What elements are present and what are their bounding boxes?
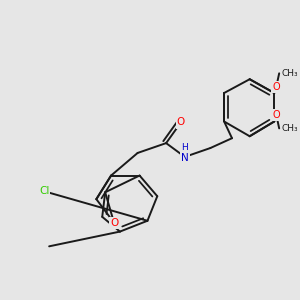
Text: O: O [177, 118, 185, 128]
Text: Cl: Cl [39, 186, 50, 196]
Text: H: H [182, 142, 188, 152]
Text: CH₃: CH₃ [281, 69, 298, 78]
Text: O: O [272, 82, 280, 92]
Text: N: N [181, 153, 189, 163]
Text: O: O [272, 110, 280, 120]
Text: O: O [110, 218, 118, 228]
Text: CH₃: CH₃ [281, 124, 298, 133]
